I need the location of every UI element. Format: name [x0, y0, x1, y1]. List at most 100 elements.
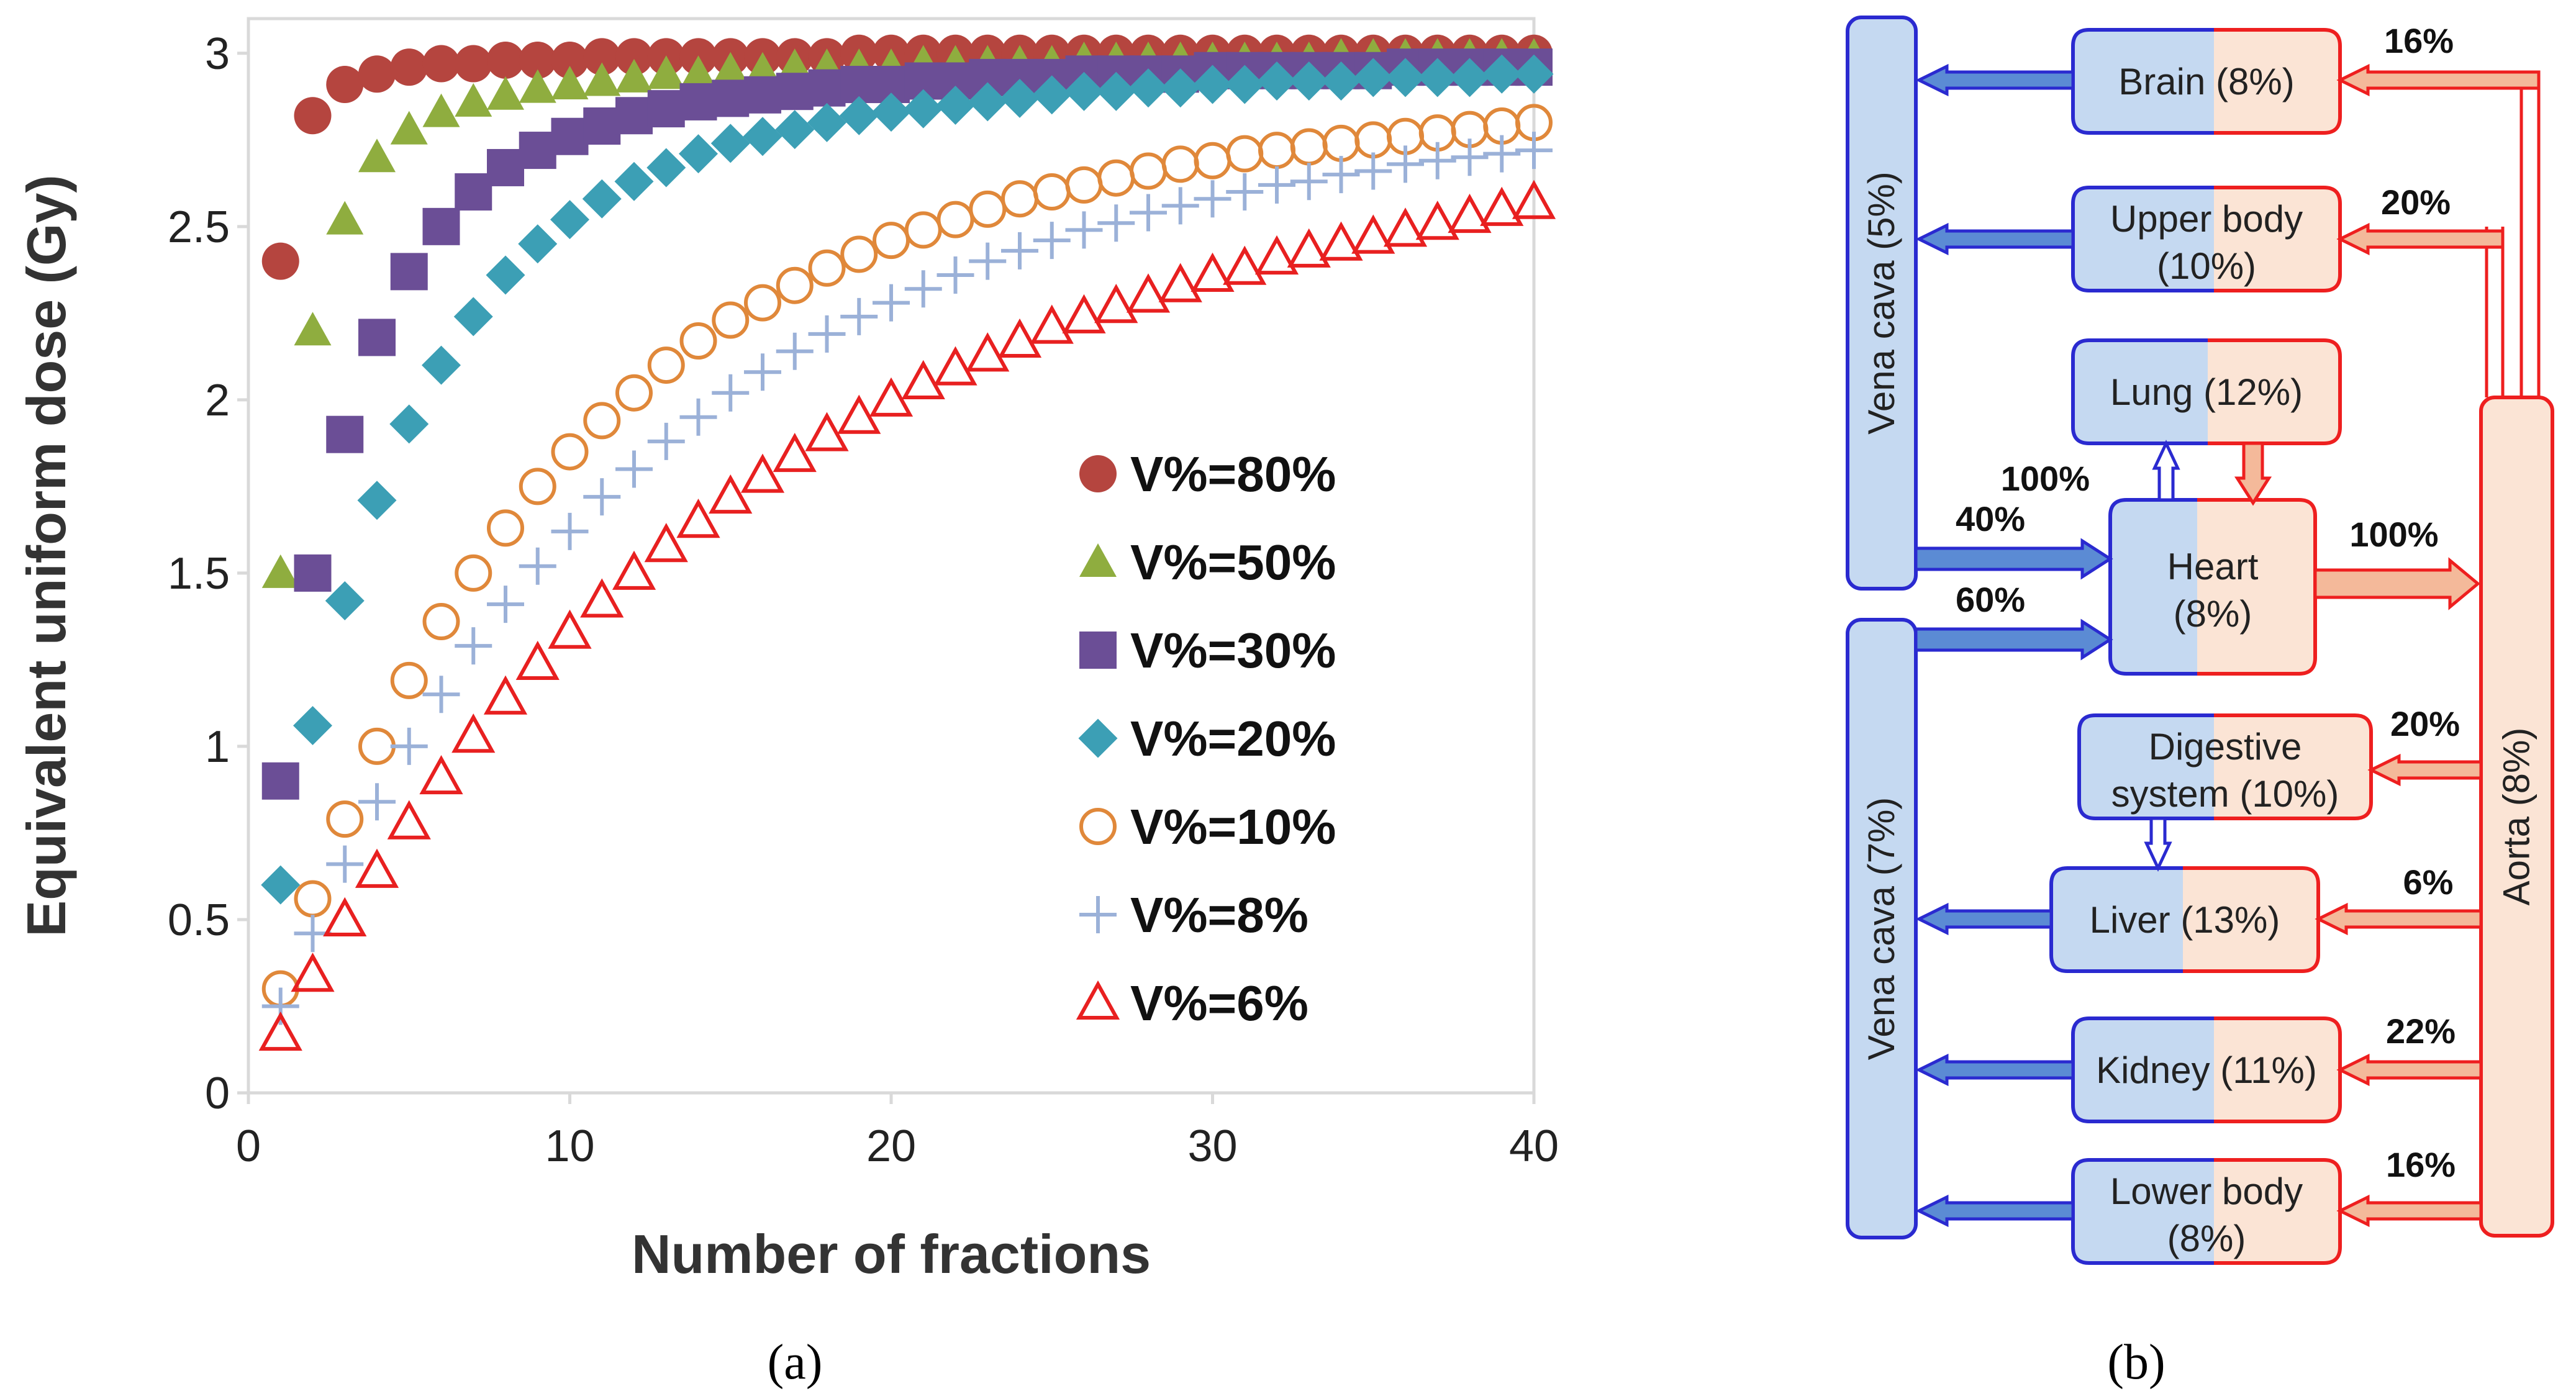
- data-point: [1097, 204, 1135, 242]
- legend: V%=80% V%=50% V%=30% V%=20% V%=10% V%=8% V%=6%: [1076, 446, 1336, 1031]
- data-point: [676, 499, 720, 538]
- organ-heart-label-line1: Heart: [2167, 546, 2259, 587]
- data-point: [487, 76, 524, 110]
- data-point: [679, 83, 717, 120]
- data-point: [422, 93, 460, 127]
- organ-kidney-label: Kidney (11%): [2096, 1049, 2317, 1091]
- flow-label-upper-body: 20%: [2381, 183, 2451, 222]
- data-point: [615, 374, 653, 412]
- organ-lung-label: Lung (12%): [2110, 371, 2303, 413]
- organ-digestive-label-line2: system (10%): [2111, 773, 2339, 815]
- organ-lower-body: Lower body (8%): [2071, 1158, 2342, 1265]
- legend-marker: [1079, 808, 1117, 845]
- data-point: [969, 242, 1007, 280]
- data-point: [451, 713, 496, 753]
- series-layer: [258, 34, 1556, 1051]
- data-point: [294, 97, 332, 135]
- data-point: [1515, 132, 1553, 170]
- data-point: [1128, 68, 1168, 108]
- legend-label: V%=6%: [1130, 976, 1308, 1031]
- data-point: [455, 627, 492, 665]
- organ-digestive-label-line1: Digestive: [2149, 726, 2302, 767]
- data-point: [422, 45, 460, 83]
- x-tick-label: 20: [866, 1121, 916, 1171]
- data-point: [1126, 273, 1171, 313]
- data-point: [712, 301, 750, 339]
- data-point: [326, 201, 364, 235]
- data-point: [1161, 187, 1199, 225]
- flow-label-digestive: 20%: [2390, 704, 2460, 743]
- data-point: [389, 404, 429, 444]
- data-point: [744, 353, 781, 391]
- data-point: [551, 512, 589, 550]
- data-point: [1225, 65, 1264, 104]
- vena-cava-lower: Vena cava (7%): [1846, 618, 1918, 1239]
- data-point: [294, 312, 332, 346]
- data-point: [646, 148, 686, 188]
- flow-label-liver: 6%: [2403, 862, 2454, 902]
- data-point: [1254, 235, 1299, 275]
- vena-cava-upper: Vena cava (5%): [1846, 16, 1918, 591]
- data-point: [419, 754, 463, 795]
- data-point: [487, 148, 524, 186]
- data-point: [968, 82, 1007, 122]
- data-point: [1512, 179, 1556, 219]
- data-point: [326, 66, 364, 104]
- data-point: [937, 256, 974, 294]
- data-point: [647, 55, 685, 89]
- data-point: [390, 727, 428, 765]
- data-point: [1000, 78, 1040, 118]
- arrow-upper-body-vena-cava: [1915, 222, 2075, 256]
- data-point: [583, 402, 621, 440]
- data-point: [1514, 54, 1554, 94]
- legend-label: V%=10%: [1130, 799, 1336, 854]
- data-point: [390, 111, 428, 145]
- data-point: [1130, 194, 1167, 232]
- flow-label-heart-out: 100%: [2349, 515, 2438, 554]
- data-point: [323, 897, 367, 936]
- arrow-aorta-kidney: [2336, 1053, 2483, 1087]
- data-point: [422, 676, 460, 713]
- data-point: [1190, 252, 1235, 292]
- data-point: [358, 138, 396, 173]
- data-point: [744, 284, 781, 322]
- data-point: [358, 783, 396, 821]
- data-point: [519, 41, 556, 79]
- organ-lung: Lung (12%): [2071, 338, 2342, 445]
- data-point: [933, 346, 977, 386]
- data-point: [837, 394, 881, 434]
- data-point: [1290, 163, 1328, 201]
- data-point: [776, 266, 814, 304]
- data-point: [615, 97, 653, 135]
- data-point: [583, 478, 621, 516]
- data-point: [1386, 58, 1425, 97]
- data-point: [422, 603, 460, 641]
- organ-upper-body-label-line1: Upper body: [2110, 198, 2303, 240]
- data-point: [519, 69, 556, 103]
- data-point: [1418, 142, 1456, 179]
- data-point: [773, 432, 817, 473]
- y-axis-title: Equivalent uniform dose (Gy): [16, 174, 77, 936]
- data-point: [258, 1011, 302, 1051]
- data-point: [776, 73, 814, 111]
- data-point: [261, 242, 299, 280]
- data-point: [453, 297, 493, 337]
- data-point: [261, 554, 299, 588]
- data-point: [1193, 65, 1232, 104]
- data-point: [873, 284, 910, 322]
- data-point: [551, 41, 589, 79]
- data-point: [647, 90, 685, 128]
- legend-marker: [1078, 718, 1118, 758]
- data-point: [1451, 138, 1489, 176]
- data-point: [679, 55, 717, 89]
- data-point: [483, 675, 528, 715]
- legend-label: V%=50%: [1130, 535, 1336, 590]
- legend-label: V%=8%: [1130, 887, 1308, 943]
- data-point: [358, 55, 396, 93]
- data-point: [261, 762, 299, 800]
- data-point: [615, 58, 653, 93]
- y-tick-label: 0: [205, 1069, 230, 1118]
- data-point: [551, 117, 589, 155]
- legend-marker: [1079, 543, 1117, 577]
